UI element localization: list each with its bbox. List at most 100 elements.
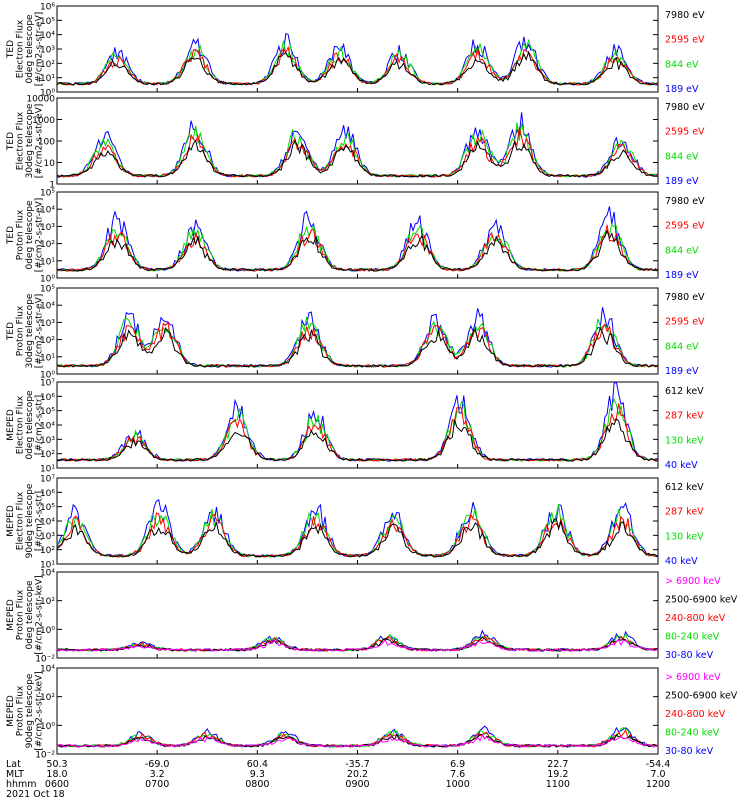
- flux-trace: [56, 50, 659, 86]
- y-tick-label: 10⁵: [40, 189, 55, 199]
- flux-trace: [56, 112, 659, 178]
- y-tick-label: 10⁰: [40, 275, 55, 285]
- y-tick-label: 10⁶: [40, 393, 55, 403]
- flux-trace: [56, 206, 659, 272]
- x-tick-label-hhmm: 1200: [646, 779, 670, 790]
- y-tick-label: 10: [44, 159, 56, 169]
- legend-entry: 80-240 keV: [665, 728, 720, 739]
- legend-entry: 40 keV: [665, 460, 698, 471]
- legend-entry: > 6900 keV: [665, 576, 721, 587]
- legend-entry: 189 eV: [665, 84, 699, 95]
- y-tick-label: 10²: [40, 336, 55, 346]
- x-tick-label-lat: 50.3: [46, 759, 67, 770]
- legend-entry: 189 eV: [665, 270, 699, 281]
- y-axis-title-line: TED: [6, 40, 16, 59]
- y-tick-label: 10⁴: [40, 518, 55, 528]
- y-axis-title-line: Electron Flux: [16, 19, 26, 78]
- x-tick-label-mlt: 20.2: [347, 769, 368, 780]
- legend-entry: 612 keV: [665, 386, 704, 397]
- x-tick-label-hhmm: 0900: [345, 779, 369, 790]
- y-tick-label: 10⁴: [40, 206, 55, 216]
- panel-frame: [56, 97, 659, 185]
- panel-frame: [56, 477, 659, 565]
- legend-entry: 40 keV: [665, 556, 698, 567]
- y-axis-title-line: TED: [6, 226, 16, 245]
- y-tick-label: 10000: [26, 95, 55, 105]
- y-tick-label: 10¹: [40, 74, 55, 84]
- y-axis-title: MEPEDProton Flux0deg telescope[#/cm2-s-s…: [6, 575, 45, 654]
- flux-trace: [56, 499, 659, 558]
- legend-entry: 30-80 keV: [665, 650, 714, 661]
- x-tick-label-lat: 6.9: [450, 759, 465, 770]
- x-tick-label-mlt: 19.2: [547, 769, 568, 780]
- legend-entry: 7980 eV: [665, 292, 705, 303]
- y-tick-label: 1: [49, 181, 55, 191]
- legend-entry: 844 eV: [665, 245, 699, 256]
- y-tick-label: 10⁴: [40, 569, 55, 579]
- y-axis-title-line: Electron Flux: [16, 111, 26, 170]
- y-tick-label: 10⁰: [40, 722, 55, 732]
- flux-trace: [56, 229, 659, 272]
- y-tick-label: 10²: [40, 693, 55, 703]
- y-tick-label: 1000: [32, 116, 55, 126]
- y-tick-label: 10²: [40, 597, 55, 607]
- flux-trace: [56, 639, 659, 652]
- legend-entry: 2595 eV: [665, 317, 705, 328]
- y-axis-title-line: [#/cm2-s-str-keV]: [35, 575, 45, 654]
- y-axis-title-line: [#/cm2-s-str]: [35, 395, 45, 455]
- y-tick-label: 10²: [40, 546, 55, 556]
- flux-trace: [56, 734, 659, 748]
- legend-entry: 2500-6900 keV: [665, 595, 738, 606]
- legend-entry: 2595 eV: [665, 221, 705, 232]
- flux-trace: [56, 223, 659, 272]
- x-tick-label-mlt: 9.3: [250, 769, 265, 780]
- y-axis-title-line: 90deg telescope: [25, 673, 35, 748]
- y-axis-title: MEPEDProton Flux90deg telescope[#/cm2-s-…: [6, 671, 45, 750]
- y-tick-label: 10⁴: [40, 422, 55, 432]
- flux-trace: [56, 326, 659, 368]
- y-axis-title: TEDProton Flux0deg telescope[#/cm2-s-str…: [6, 198, 45, 273]
- y-axis-title-line: Proton Flux: [16, 589, 26, 640]
- x-row-label-mlt: MLT: [6, 769, 24, 780]
- y-tick-label: 10¹: [40, 465, 55, 475]
- y-tick-label: 10⁻²: [35, 751, 55, 761]
- legend-entry: 2595 eV: [665, 127, 705, 138]
- y-axis-title-line: [#/cm2-s-str-eV]: [35, 12, 45, 87]
- flux-trace: [56, 45, 659, 86]
- flux-trace: [56, 307, 659, 368]
- y-tick-label: 10⁵: [40, 285, 55, 295]
- y-axis-title-line: 30deg telescope: [25, 293, 35, 368]
- y-axis-title-line: 0deg telescope: [25, 580, 35, 650]
- legend-entry: 287 keV: [665, 411, 704, 422]
- y-axis-title-line: 30deg telescope: [25, 103, 35, 178]
- flux-trace: [56, 636, 659, 652]
- y-tick-label: 10⁵: [40, 503, 55, 513]
- flux-trace: [56, 139, 658, 178]
- x-tick-label-lat: 60.4: [247, 759, 268, 770]
- y-tick-label: 10⁶: [40, 489, 55, 499]
- y-axis-title-line: 90deg telescope: [25, 483, 35, 558]
- y-axis-title-line: Electron Flux: [16, 491, 26, 550]
- x-tick-label-hhmm: 0700: [145, 779, 169, 790]
- legend-entry: 844 eV: [665, 59, 699, 70]
- x-tick-label-mlt: 3.2: [150, 769, 165, 780]
- legend-entry: 30-80 keV: [665, 746, 714, 757]
- legend-entry: 130 keV: [665, 435, 704, 446]
- y-tick-label: 10²: [40, 60, 55, 70]
- y-axis-title-line: Proton Flux: [16, 685, 26, 736]
- flux-trace: [57, 224, 659, 272]
- x-tick-label-lat: 22.7: [547, 759, 568, 770]
- x-tick-label-hhmm: 0600: [45, 779, 69, 790]
- y-axis-title: TEDProton Flux30deg telescope[#/cm2-s-st…: [6, 293, 45, 368]
- flux-trace: [56, 629, 659, 652]
- legend-entry: 2595 eV: [665, 35, 705, 46]
- y-axis-title-line: MEPED: [6, 505, 16, 537]
- y-tick-label: 10⁴: [40, 31, 55, 41]
- y-axis-title: MEPEDElectron Flux90deg telescope[#/cm2-…: [6, 483, 45, 558]
- legend-entry: 844 eV: [665, 151, 699, 162]
- y-axis-title-line: MEPED: [6, 409, 16, 441]
